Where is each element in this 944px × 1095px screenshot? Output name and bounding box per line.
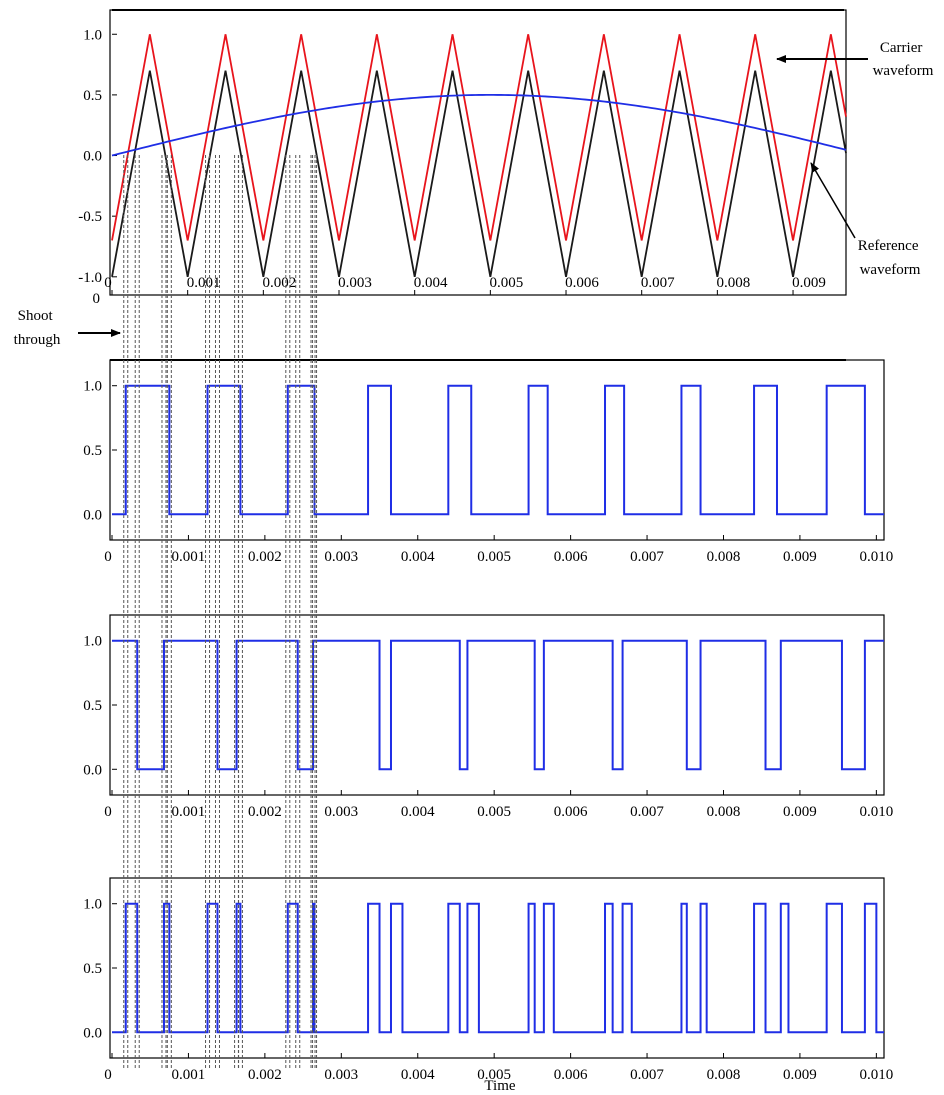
carrier-label-line-1: Carrier (880, 40, 922, 56)
series-line-signal (112, 639, 884, 771)
carrier-reference-panel: 0 0.001 0.002 0.003 0.004 0.005 0.006 0.007 0.00… (14, 9, 934, 348)
x-tick-label: 0.002 (262, 275, 296, 291)
x-tick-label: 0.003 (324, 1067, 358, 1083)
series-line-reference (111, 93, 847, 157)
x-tick-label: 0.005 (477, 549, 511, 565)
x-tick-label: 0.007 (630, 1067, 664, 1083)
shoot-through-line-2: through (14, 332, 61, 348)
series-line-signal (112, 902, 884, 1034)
switching-signal-1-panel: 0 0.001 0.002 0.003 0.004 0.005 0.006 0.007 0.00… (83, 359, 893, 565)
shoot-through-guides (123, 155, 318, 1068)
plot-frame (109, 614, 885, 796)
y-tick-label: 1.0 (83, 27, 102, 43)
x-tick-label: 0.006 (565, 275, 599, 291)
series-line-lower-carrier (111, 70, 847, 277)
y-tick-label: -1.0 (78, 270, 102, 286)
x-tick-label: 0 (104, 549, 112, 565)
series-line-signal (112, 384, 884, 516)
x-tick-label: 0 (104, 275, 112, 291)
x-tick-label: 0.008 (707, 804, 741, 820)
y-tick-label: 0.5 (83, 443, 102, 459)
reference-label-line-1: Reference (858, 238, 919, 254)
y-tick-label: 0.5 (83, 698, 102, 714)
x-tick-label: 0.010 (859, 549, 893, 565)
x-tick-label: 0.003 (338, 275, 372, 291)
x-tick-label: 0.009 (783, 804, 817, 820)
x-tick-label: 0.006 (554, 804, 588, 820)
x-tick-label: 0.009 (792, 275, 826, 291)
x-tick-label: 0 (104, 1067, 112, 1083)
y-tick-label: 0.5 (83, 88, 102, 104)
reference-waveform-label: Reference waveform (858, 238, 923, 278)
shoot-through-line-1: Shoot (18, 308, 54, 324)
x-tick-label: 0.009 (783, 549, 817, 565)
x-tick-label: 0.001 (187, 275, 221, 291)
x-tick-label: 0.001 (172, 804, 206, 820)
x-tick-label: 0.008 (707, 1067, 741, 1083)
y-tick-label: 0.5 (83, 961, 102, 977)
x-tick-label: 0.005 (477, 804, 511, 820)
x-tick-label: 0.005 (489, 275, 523, 291)
x-tick-label: 0.007 (630, 804, 664, 820)
switching-signal-3-panel: 0 0.001 0.002 0.003 0.004 0.005 0.006 0.007 0.00… (83, 877, 893, 1094)
plot-frame (109, 9, 847, 296)
y-tick-label: 0.0 (83, 1025, 102, 1041)
x-tick-label: 0.002 (248, 549, 282, 565)
x-tick-label: 0.010 (859, 804, 893, 820)
y-tick-label: 0.0 (83, 149, 102, 165)
y-tick-label: 0.0 (83, 762, 102, 778)
x-tick-label: 0.008 (707, 549, 741, 565)
x-tick-label: 0.002 (248, 804, 282, 820)
x-tick-label: 0.006 (554, 1067, 588, 1083)
x-tick-label: 0.004 (401, 1067, 435, 1083)
plot-frame (109, 359, 885, 541)
y-tick-extra-label: 0 (93, 291, 101, 307)
series-line-upper-carrier (111, 34, 847, 241)
switching-signal-2-panel: 0 0.001 0.002 0.003 0.004 0.005 0.006 0.007 0.00… (83, 614, 893, 820)
x-tick-label: 0.002 (248, 1067, 282, 1083)
x-tick-label: 0.007 (630, 549, 664, 565)
x-tick-label: 0.004 (401, 549, 435, 565)
y-tick-label: 1.0 (83, 379, 102, 395)
x-tick-label: 0.003 (324, 804, 358, 820)
x-tick-label: 0.004 (414, 275, 448, 291)
x-tick-label: 0.001 (172, 549, 206, 565)
x-tick-label: 0.007 (641, 275, 675, 291)
x-tick-label: 0.006 (554, 549, 588, 565)
x-tick-label: 0.003 (324, 549, 358, 565)
x-tick-label: 0 (104, 804, 112, 820)
x-tick-label: 0.001 (172, 1067, 206, 1083)
x-tick-label: 0.005 (477, 1067, 511, 1083)
y-tick-label: 0.0 (83, 507, 102, 523)
carrier-waveform-label: Carrier waveform (873, 40, 934, 79)
reference-waveform-arrow (810, 162, 856, 239)
x-tick-label: 0.009 (783, 1067, 817, 1083)
carrier-label-line-2: waveform (873, 63, 934, 79)
x-axis-title: Time (484, 1078, 515, 1094)
reference-label-line-2: waveform (860, 262, 921, 278)
x-tick-label: 0.004 (401, 804, 435, 820)
y-tick-label: -0.5 (78, 209, 102, 225)
shoot-through-label: Shoot through (14, 308, 61, 348)
y-tick-label: 1.0 (83, 634, 102, 650)
x-tick-label: 0.008 (716, 275, 750, 291)
plot-frame (109, 877, 885, 1059)
x-tick-label: 0.010 (859, 1067, 893, 1083)
y-tick-label: 1.0 (83, 897, 102, 913)
